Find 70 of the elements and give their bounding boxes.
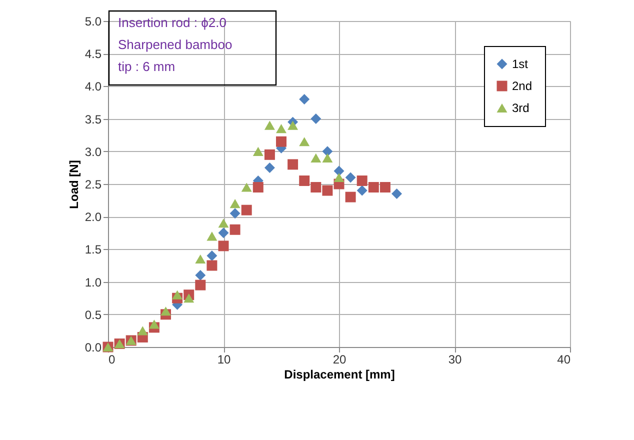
point xyxy=(230,199,240,208)
annotation: Sharpened bamboo xyxy=(118,37,232,52)
point xyxy=(356,185,368,196)
point xyxy=(310,114,322,124)
point xyxy=(264,162,275,173)
point xyxy=(299,94,310,104)
point xyxy=(310,182,322,193)
point xyxy=(206,260,218,271)
point xyxy=(195,254,206,264)
point xyxy=(218,228,229,238)
y-tick-label: 1.0 xyxy=(84,275,102,290)
legend-label: 3rd xyxy=(512,101,530,115)
x-tick-label: 10 xyxy=(217,352,231,366)
point xyxy=(206,232,218,241)
point xyxy=(288,120,298,130)
point xyxy=(334,172,344,182)
annotation: Insertion rod : ϕ2.0 xyxy=(118,15,226,30)
point xyxy=(148,320,160,329)
point xyxy=(195,270,206,281)
point xyxy=(322,153,333,162)
point xyxy=(334,166,344,176)
legend-label: 2nd xyxy=(512,79,532,93)
point xyxy=(218,240,229,252)
point xyxy=(276,124,286,134)
x-tick-label: 0 xyxy=(108,352,116,366)
point xyxy=(264,149,275,160)
point xyxy=(137,326,148,336)
point xyxy=(356,175,368,186)
point xyxy=(252,146,264,156)
point xyxy=(195,280,206,290)
point xyxy=(288,159,298,170)
point xyxy=(299,175,310,186)
x-tick-label: 20 xyxy=(332,352,346,366)
x-axis-title: Displacement [mm] xyxy=(284,368,395,382)
point xyxy=(322,146,333,157)
point xyxy=(368,182,379,193)
legend-label: 1st xyxy=(512,57,529,71)
point xyxy=(206,250,218,261)
point xyxy=(230,224,240,235)
y-tick-label: 1.5 xyxy=(84,242,102,257)
point xyxy=(299,137,310,146)
y-axis-title: Load [N] xyxy=(66,160,81,209)
point xyxy=(310,153,322,162)
point xyxy=(252,182,264,193)
point xyxy=(241,182,252,192)
point xyxy=(230,208,240,219)
point xyxy=(392,188,402,200)
point xyxy=(264,120,275,130)
y-tick-label: 5.0 xyxy=(84,14,102,28)
y-tick-label: 0.0 xyxy=(84,340,102,354)
point xyxy=(276,136,286,147)
point xyxy=(345,172,356,183)
point xyxy=(322,185,333,196)
y-tick-label: 3.0 xyxy=(84,144,102,159)
y-tick-label: 2.0 xyxy=(84,210,102,224)
point xyxy=(172,290,183,300)
y-tick-label: 3.5 xyxy=(84,112,102,126)
point xyxy=(218,218,229,228)
annotation: tip : 6 mm xyxy=(118,59,176,74)
x-tick-label: 40 xyxy=(557,352,571,366)
point xyxy=(345,192,356,202)
point xyxy=(184,294,194,303)
point xyxy=(380,182,390,193)
y-tick-label: 4.0 xyxy=(84,80,102,94)
y-tick-label: 0.5 xyxy=(84,308,102,322)
y-tick-label: 2.5 xyxy=(84,178,102,192)
point xyxy=(241,204,252,216)
y-tick-label: 4.5 xyxy=(84,47,102,62)
x-tick-label: 30 xyxy=(448,352,462,366)
point xyxy=(160,306,171,316)
